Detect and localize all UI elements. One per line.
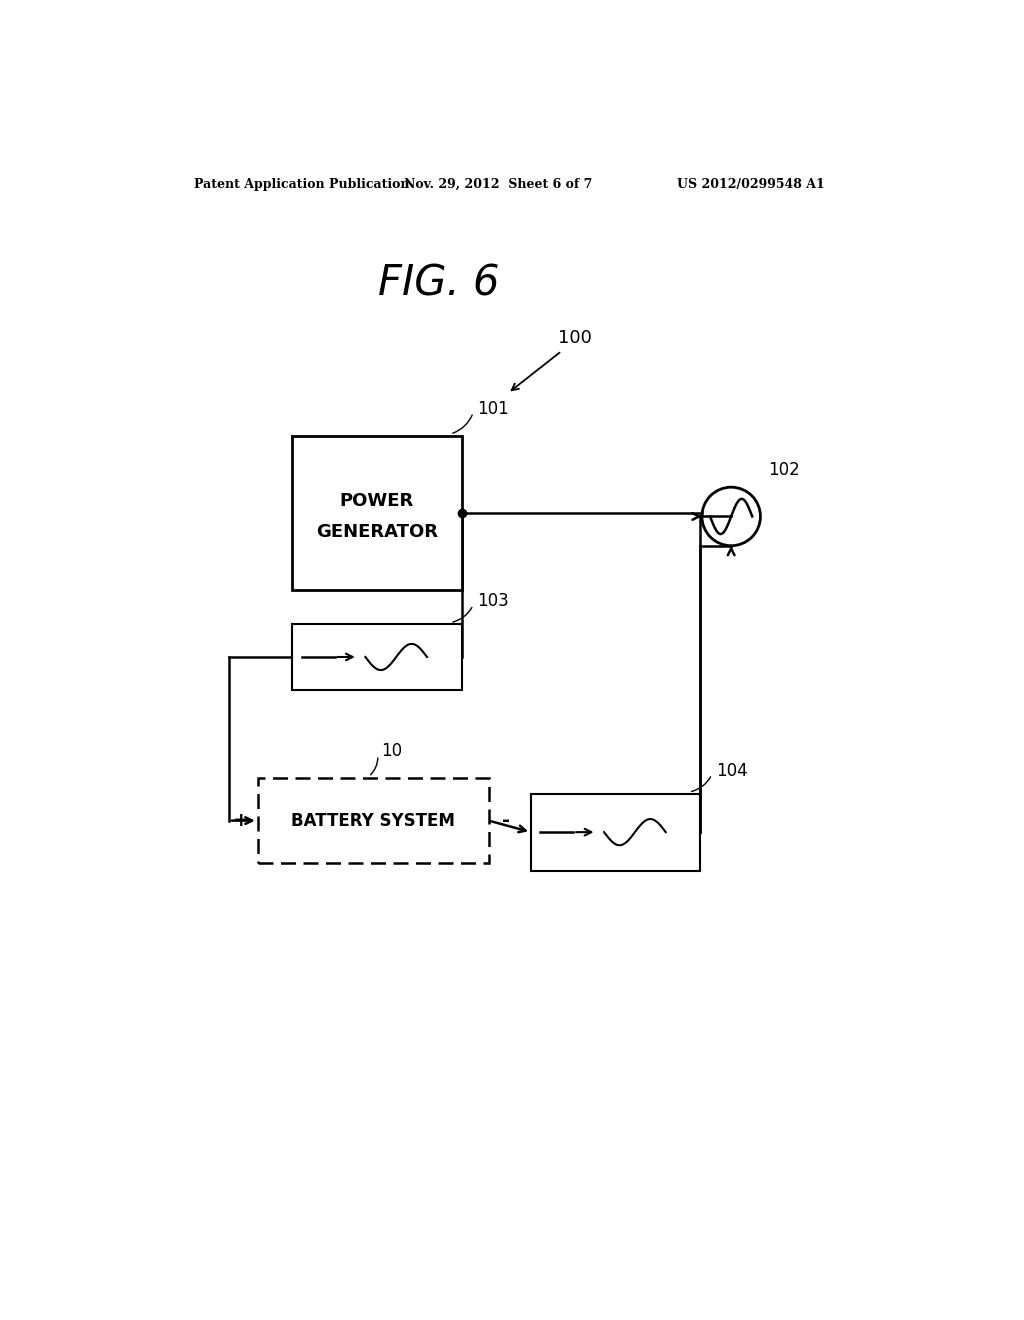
Text: Patent Application Publication: Patent Application Publication	[194, 178, 410, 190]
Text: BATTERY SYSTEM: BATTERY SYSTEM	[291, 812, 455, 829]
Text: GENERATOR: GENERATOR	[316, 523, 438, 541]
Text: 101: 101	[477, 400, 509, 417]
Text: 103: 103	[477, 593, 509, 610]
Text: 100: 100	[558, 329, 592, 347]
Bar	[531, 793, 700, 871]
Text: US 2012/0299548 A1: US 2012/0299548 A1	[677, 178, 825, 190]
Text: 104: 104	[716, 762, 748, 780]
Text: Nov. 29, 2012  Sheet 6 of 7: Nov. 29, 2012 Sheet 6 of 7	[403, 178, 592, 190]
Text: 10: 10	[382, 742, 402, 760]
Text: FIG. 6: FIG. 6	[378, 263, 500, 305]
Bar	[292, 436, 462, 590]
Text: 102: 102	[768, 462, 800, 479]
Bar	[292, 624, 462, 689]
Text: POWER: POWER	[340, 492, 414, 510]
Text: -: -	[502, 810, 510, 830]
Text: +: +	[232, 810, 249, 830]
Bar	[258, 779, 488, 863]
